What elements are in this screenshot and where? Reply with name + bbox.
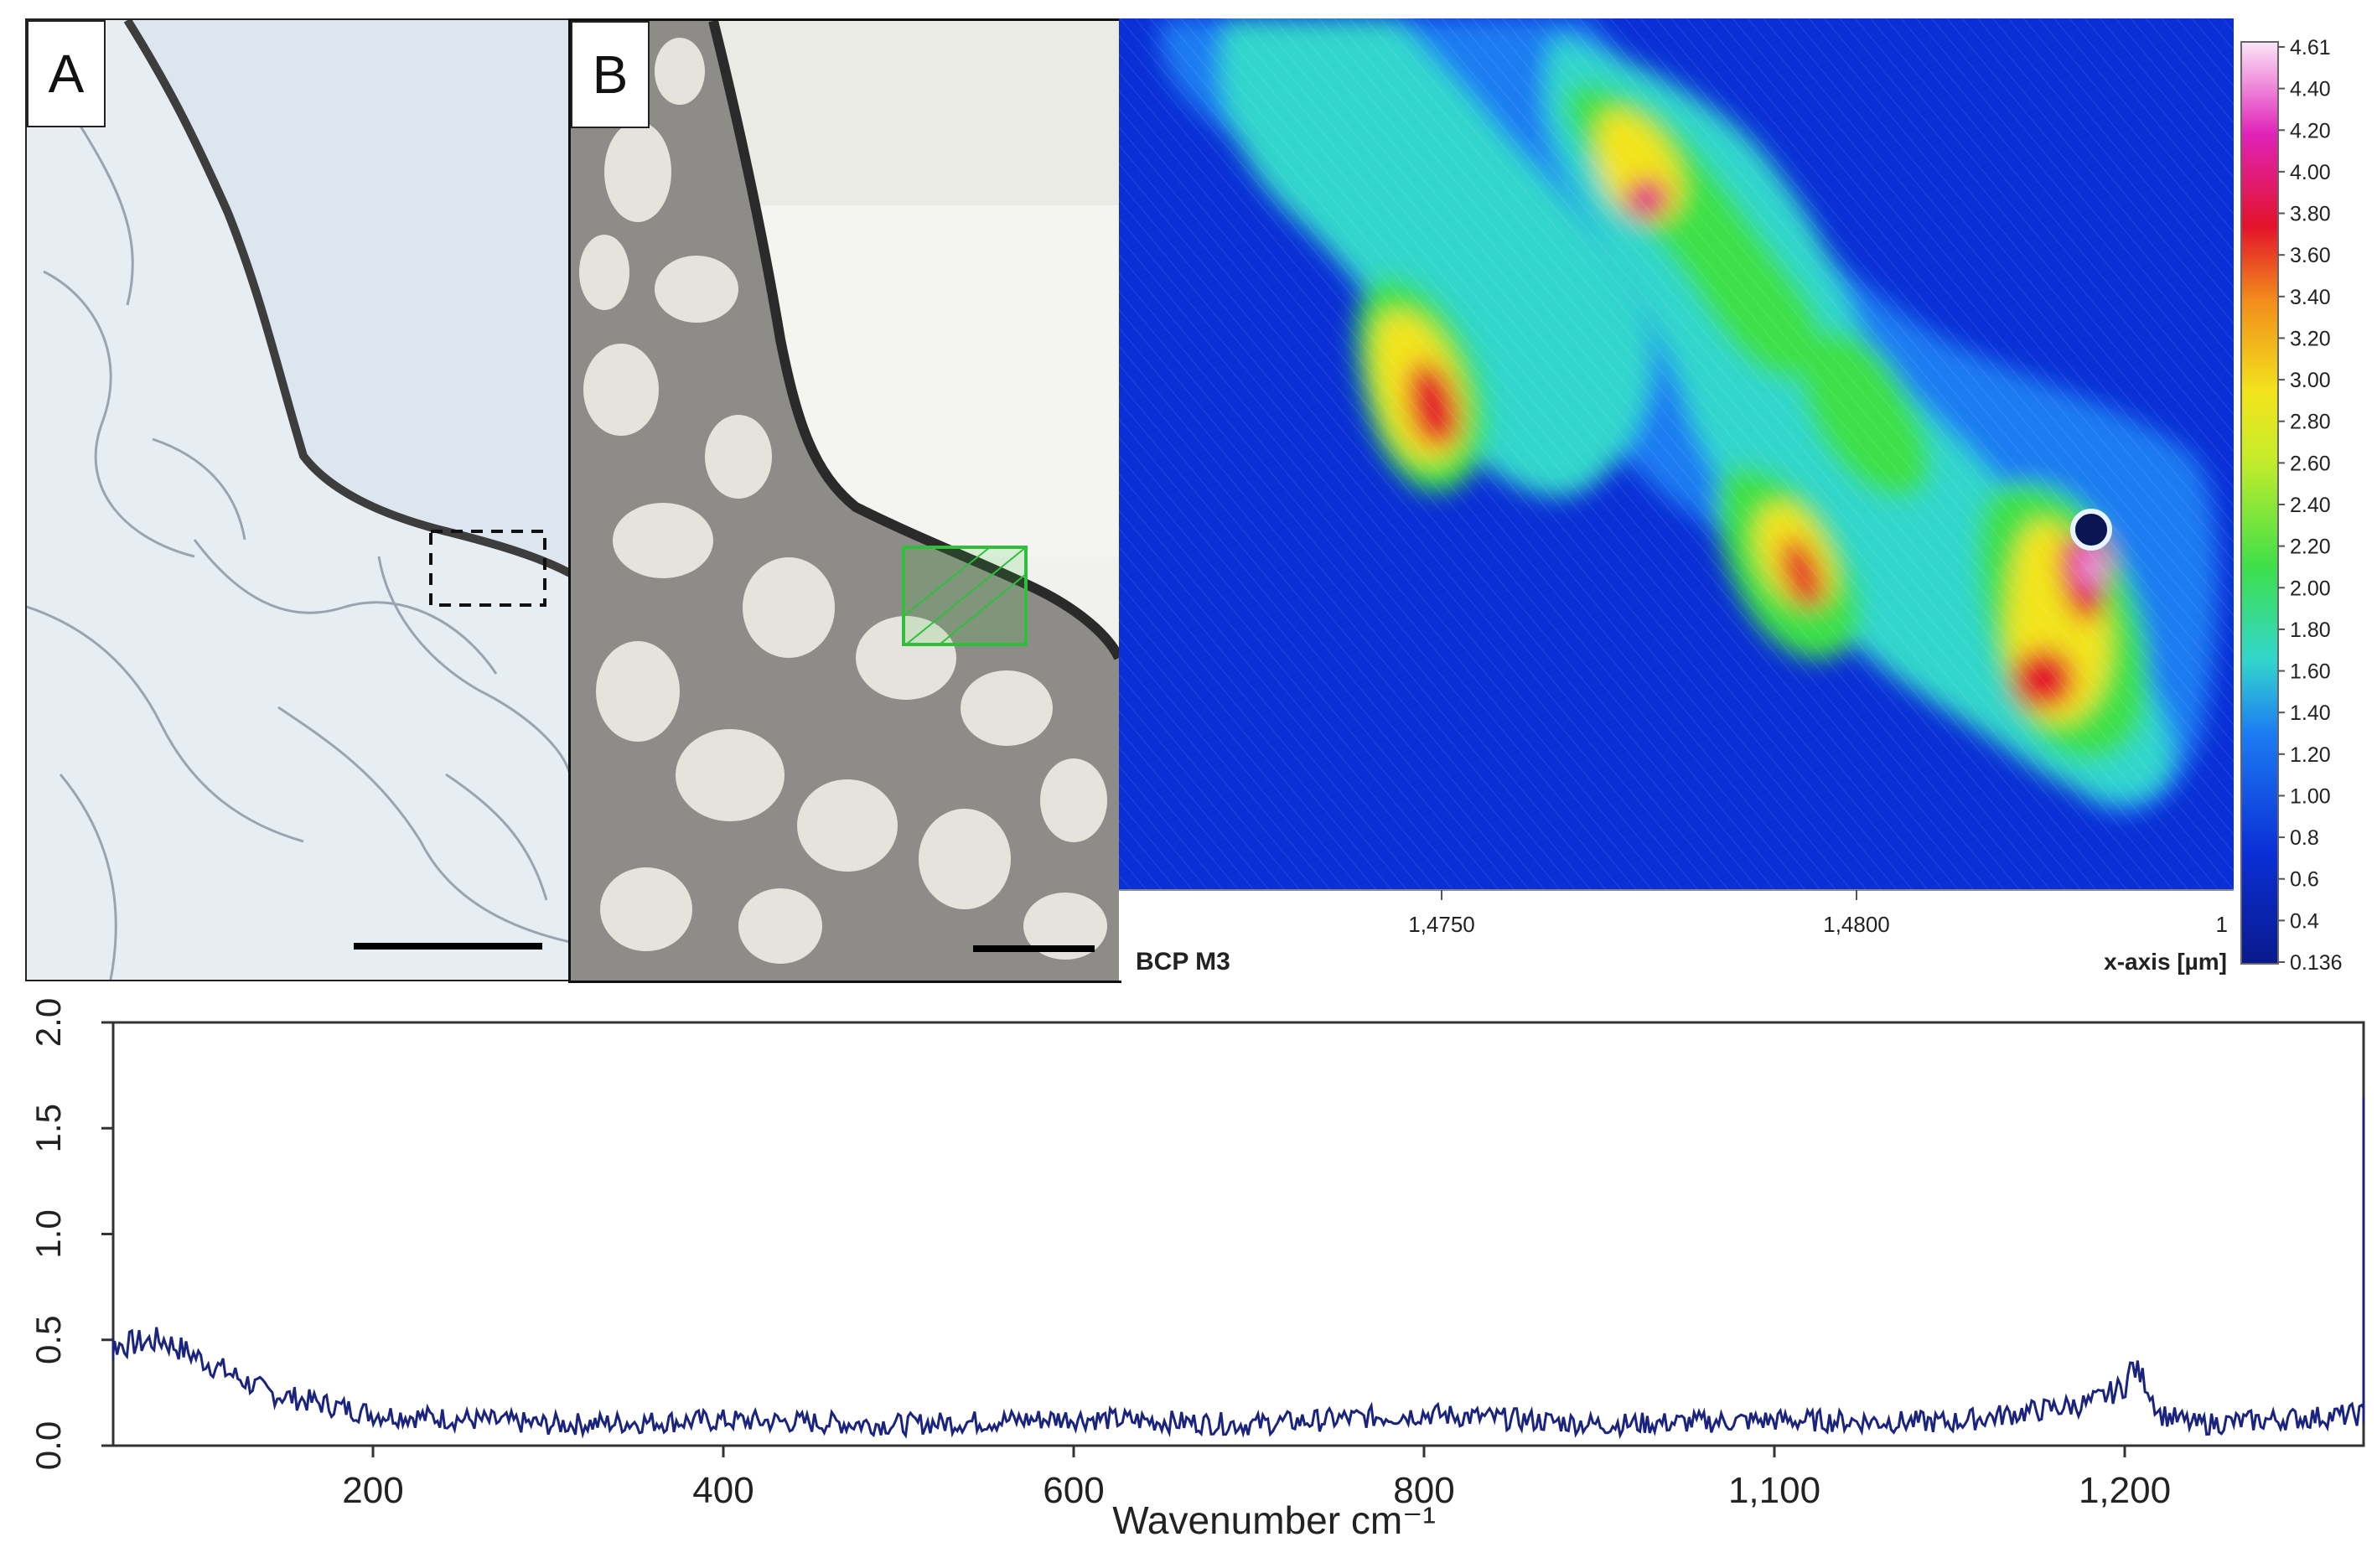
colorbar-tick-label: 1.20	[2290, 743, 2331, 767]
y-tick-label: 0.0	[28, 1421, 68, 1470]
y-tick-label: 1.0	[28, 1209, 68, 1258]
y-tick-label: 1.5	[28, 1104, 68, 1152]
colorbar-tick-label: 2.80	[2290, 411, 2331, 434]
colorbar-tick-label: 1.60	[2290, 660, 2331, 684]
colorbar-tick-label: 3.00	[2290, 369, 2331, 392]
micrograph-a-image	[27, 20, 570, 980]
sample-label: BCP M3	[1136, 948, 1230, 975]
colorbar-svg: 4.61 4.40 4.20 4.00 3.80 3.60 3.40 3.20 3.00 2.80…	[2240, 36, 2343, 975]
x-tick-label: 200	[342, 1470, 403, 1511]
map-x-axis-label: x-axis [µm]	[2104, 949, 2227, 975]
y-tick-label: 2.0	[28, 998, 68, 1047]
map-x-tick-3: 1	[2216, 912, 2228, 937]
raman-intensity-map: 1,4750 1,4800 1 BCP M3 x-axis [µm]	[1119, 18, 2234, 981]
colorbar-tick-label: 3.60	[2290, 244, 2331, 267]
x-tick-label: 400	[692, 1470, 753, 1511]
plot-frame	[111, 1021, 2365, 1447]
colorbar-tick-label: 4.40	[2290, 78, 2331, 101]
colorbar-tick-label: 2.40	[2290, 494, 2331, 517]
x-axis-label: Wavenumber cm⁻¹	[1112, 1498, 1436, 1542]
colorbar-tick-label: 1.40	[2290, 701, 2331, 725]
colorbar-tick-label: 4.20	[2290, 119, 2331, 142]
colorbar-tick-label: 0.6	[2290, 868, 2319, 892]
colorbar-tick-label: 3.80	[2290, 203, 2331, 226]
colorbar-tick-label: 1.00	[2290, 784, 2331, 808]
x-tick-label: 800	[1393, 1470, 1454, 1511]
colorbar-tick-label: 4.00	[2290, 161, 2331, 184]
colorbar-tick-label: 2.00	[2290, 577, 2331, 600]
micrograph-panel-b: B	[568, 18, 1121, 983]
colorbar-tick-label: 0.4	[2290, 909, 2319, 933]
colorbar: 4.61 4.40 4.20 4.00 3.80 3.60 3.40 3.20 3.00 2.80…	[2238, 32, 2377, 979]
colorbar-tick-label: 3.40	[2290, 286, 2331, 309]
selected-point-marker	[2070, 509, 2112, 551]
micrograph-panel-a: A	[25, 18, 572, 981]
colorbar-tick-label: 4.61	[2290, 36, 2331, 60]
map-x-tick-2: 1,4800	[1823, 912, 1890, 937]
colorbar-tick-label: 2.20	[2290, 536, 2331, 559]
colorbar-tick-label: 2.60	[2290, 452, 2331, 475]
x-tick-label: 1,100	[1728, 1470, 1820, 1511]
panel-label-b: B	[571, 21, 650, 128]
spectrum-svg: 0.0 0.5 1.0 1.5 2.0 200 400 600 800 1,100 1,200 W…	[28, 998, 2365, 1542]
micrograph-b-image	[571, 21, 1119, 981]
x-tick-label: 1,200	[2079, 1470, 2171, 1511]
heatmap-svg: 1,4750 1,4800 1 BCP M3 x-axis [µm]	[1119, 18, 2234, 981]
x-tick-label: 600	[1043, 1470, 1104, 1511]
colorbar-tick-label: 0.8	[2290, 826, 2319, 850]
colorbar-tick-label: 0.136	[2290, 951, 2343, 975]
y-tick-label: 0.5	[28, 1316, 68, 1364]
raman-spectrum-chart: 0.0 0.5 1.0 1.5 2.0 200 400 600 800 1,100 1,200 W…	[0, 993, 2377, 1564]
colorbar-gradient	[2240, 41, 2279, 965]
colorbar-tick-label: 1.80	[2290, 618, 2331, 642]
colorbar-tick-label: 3.20	[2290, 327, 2331, 350]
spectrum-series-line	[111, 1097, 2365, 1440]
region-of-interest-box	[429, 530, 546, 607]
map-x-tick-1: 1,4750	[1408, 912, 1475, 937]
panel-label-a: A	[27, 20, 106, 127]
